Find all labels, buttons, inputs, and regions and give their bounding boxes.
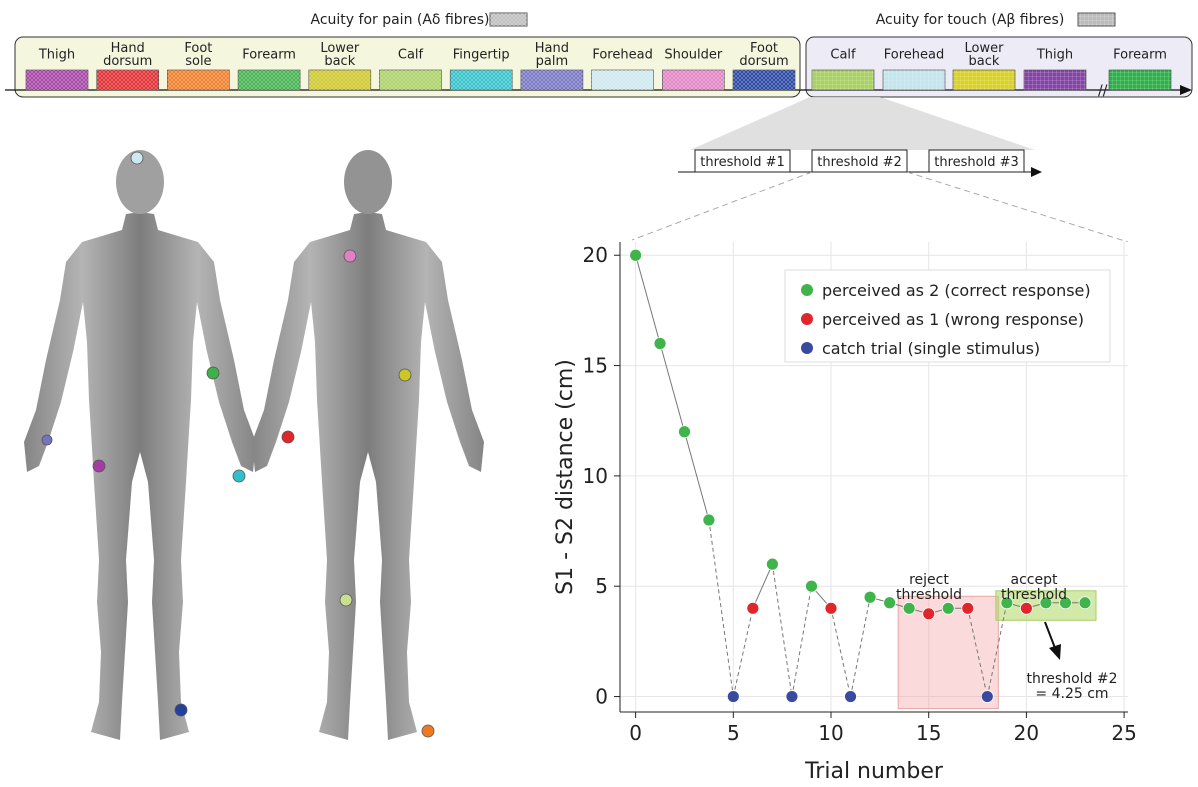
trial-point <box>727 691 739 703</box>
x-tick-label: 0 <box>629 721 642 745</box>
x-tick-label: 15 <box>916 721 941 745</box>
trial-point <box>864 591 876 603</box>
legend-marker <box>801 313 813 325</box>
x-tick-label: 5 <box>727 721 740 745</box>
legend-label: catch trial (single stimulus) <box>822 339 1040 358</box>
trial-point <box>630 249 642 261</box>
x-tick-label: 20 <box>1014 721 1039 745</box>
site-hatch <box>1109 70 1171 90</box>
site-hatch <box>380 70 442 90</box>
trial-point <box>884 597 896 609</box>
y-tick-label: 0 <box>595 685 608 709</box>
trial-point <box>923 608 935 620</box>
site-hatch <box>662 70 724 90</box>
threshold-label: threshold #3 <box>934 155 1019 170</box>
trial-point <box>942 602 954 614</box>
site-label: Fingertip <box>453 48 510 63</box>
site-hatch <box>97 70 159 90</box>
arrowhead <box>1031 167 1042 177</box>
site-hatch <box>592 70 654 90</box>
site-label: Thigh <box>1036 48 1073 63</box>
threshold-label: threshold #2 <box>817 155 902 170</box>
site-hatch <box>812 70 874 90</box>
trial-point <box>825 602 837 614</box>
figure: // Acuity for pain (Aδ fibres) Acuity fo… <box>0 0 1198 783</box>
touch-title: Acuity for touch (Aβ fibres) <box>876 12 1065 28</box>
trial-point <box>654 338 666 350</box>
trial-point <box>747 602 759 614</box>
trial-point <box>1079 597 1091 609</box>
annotation-line: accept <box>1011 572 1058 588</box>
legend-label: perceived as 2 (correct response) <box>822 281 1091 300</box>
legend-marker <box>801 342 813 354</box>
x-axis-title: Trial number <box>804 759 944 783</box>
y-tick-label: 5 <box>595 574 608 598</box>
site-label: Forehead <box>884 48 944 63</box>
back-body <box>252 150 484 740</box>
site-hatch <box>450 70 512 90</box>
grid-key <box>1078 13 1115 26</box>
trial-point <box>805 580 817 592</box>
site-hatch <box>1024 70 1086 90</box>
site-hatch <box>521 70 583 90</box>
annotation-line: reject <box>909 572 949 588</box>
site-label: Forehead <box>592 48 652 63</box>
trial-point <box>703 514 715 526</box>
axis-break: // <box>1098 83 1108 99</box>
trial-point <box>786 691 798 703</box>
site-hatch <box>238 70 300 90</box>
site-label: Thigh <box>38 48 75 63</box>
y-tick-label: 15 <box>583 354 608 378</box>
annotation-line: threshold #2 <box>1026 671 1117 687</box>
trial-point <box>962 602 974 614</box>
site-hatch <box>883 70 945 90</box>
zoom-line <box>907 172 1128 242</box>
trial-point <box>678 426 690 438</box>
annotation: threshold #2= 4.25 cm <box>1026 671 1117 702</box>
annotation-line: threshold <box>896 587 962 603</box>
hatch-key <box>490 13 527 26</box>
annotation-line: threshold <box>1001 587 1067 603</box>
y-axis-title: S1 - S2 distance (cm) <box>553 359 578 595</box>
site-label: Shoulder <box>664 48 723 63</box>
zoom-wedge <box>690 97 1035 150</box>
site-hatch <box>26 70 88 90</box>
front-body <box>24 150 256 740</box>
site-hatch <box>953 70 1015 90</box>
x-tick-label: 10 <box>818 721 843 745</box>
trial-point <box>903 602 915 614</box>
x-tick-label: 25 <box>1111 721 1136 745</box>
site-hatch <box>167 70 229 90</box>
threshold-label: threshold #1 <box>700 155 785 170</box>
site-label: Forearm <box>1113 48 1167 63</box>
trial-point <box>1020 602 1032 614</box>
legend-label: perceived as 1 (wrong response) <box>822 310 1084 329</box>
site-hatch <box>309 70 371 90</box>
trial-point <box>981 691 993 703</box>
site-label: Calf <box>398 48 424 63</box>
annotation-line: = 4.25 cm <box>1035 686 1108 702</box>
trial-point <box>845 691 857 703</box>
site-label: Calf <box>830 48 856 63</box>
site-hatch <box>733 70 795 90</box>
y-tick-label: 20 <box>583 243 608 267</box>
legend-marker <box>801 284 813 296</box>
y-tick-label: 10 <box>583 464 608 488</box>
trial-point <box>766 558 778 570</box>
pain-title: Acuity for pain (Aδ fibres) <box>311 12 490 28</box>
site-label: Forearm <box>242 48 296 63</box>
zoom-line <box>632 172 812 240</box>
site-label: Handpalm <box>535 41 569 69</box>
